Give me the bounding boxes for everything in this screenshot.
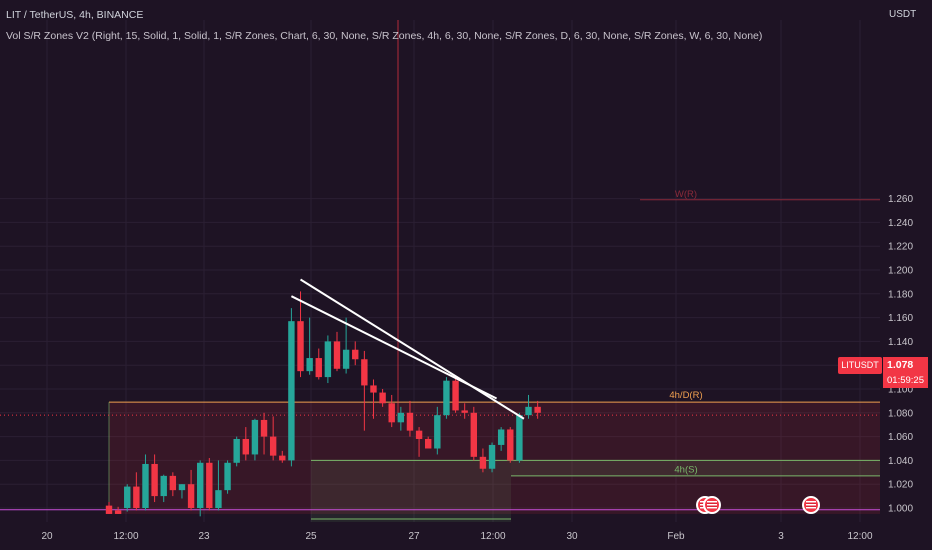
price-tick-label: 1.180 [888,289,913,300]
price-tick-label: 1.140 [888,337,913,348]
zone-label-4h-s: 4h(S) [674,465,697,476]
candle-body [288,321,295,461]
candle-body [370,385,377,393]
candle-body [534,406,541,413]
candle-body [215,490,222,508]
candle-body [160,475,167,497]
time-tick-label: 12:00 [480,531,505,542]
price-tick-label: 1.020 [888,480,913,491]
candle-body [406,412,414,431]
candle-body [306,358,313,372]
candle-body [324,341,332,378]
time-tick-label: 20 [41,531,53,542]
candle-body [388,403,395,423]
support-zone-4h [511,460,880,476]
price-tick-label: 1.000 [888,504,913,515]
time-tick-label: 30 [566,531,578,542]
price-tick-label: 1.060 [888,432,913,443]
price-tick-label: 1.260 [888,194,913,205]
candle-body [333,341,341,369]
candle-body [507,429,514,461]
candle-body [461,410,468,413]
candle-body [105,505,113,514]
price-tick-label: 1.220 [888,242,913,253]
candle-body [352,349,359,360]
price-tick-label: 1.100 [888,385,913,396]
currency-label: USDT [889,9,917,20]
candle-body [525,406,532,416]
trendlines [290,278,525,420]
candle-body [497,429,505,445]
price-tick-label: 1.160 [888,313,913,324]
time-axis: 20 12:00 23 25 27 12:00 30 Feb 3 12:00 [0,522,932,550]
price-tick-label: 1.040 [888,456,913,467]
trendline [299,278,525,420]
time-tick-label: 12:00 [113,531,138,542]
candle-body [479,456,487,469]
zone-label-w-r: W(R) [675,189,697,200]
candle-body [470,412,477,457]
last-price-tag: 1.078 [883,357,928,374]
candlestick-series [105,291,541,517]
time-tick-label: 3 [778,531,784,542]
candle-body [224,462,231,491]
candle-body [379,392,386,404]
candle-body [269,436,277,456]
time-tick-label: 12:00 [847,531,872,542]
candle-body [443,380,450,416]
candle-body [452,380,459,411]
candle-body [425,438,432,449]
zone-label-4h-d-r: 4h/D(R) [669,390,702,401]
candle-body [260,419,268,437]
candle-body [178,484,186,491]
candle-body [279,455,286,461]
candle-body [251,419,259,455]
candle-timer: 01:59:25 [883,374,928,388]
us-flag-icon[interactable] [703,496,721,514]
price-tick-label: 1.200 [888,266,913,277]
candle-body [516,415,523,461]
candle-body [434,415,441,449]
support-zone-chart [311,460,511,526]
price-axis-bg [880,0,932,550]
time-axis-bg [0,522,932,550]
price-tick-label: 1.240 [888,218,913,229]
indicator-legend[interactable]: Vol S/R Zones V2 (Right, 15, Solid, 1, S… [6,30,763,42]
candle-body [488,444,496,469]
sr-zones: 4h/D(R) 4h(S) W(R) [0,20,880,526]
candle-body [133,486,140,508]
candle-body [342,349,350,369]
us-flag-icon[interactable] [802,496,820,514]
price-tick-label: 1.080 [888,408,913,419]
candle-body [151,463,158,497]
candle-body [361,359,368,386]
candle-body [233,438,240,463]
candle-body [169,475,177,491]
pair-tag: LITUSDT [838,357,882,374]
time-tick-label: 23 [198,531,210,542]
candle-body [197,462,204,508]
chart-grid [0,20,880,522]
candle-body [397,412,405,423]
candle-body [114,510,122,514]
candle-body [297,321,304,372]
candle-body [124,486,131,508]
candle-body [315,358,322,378]
time-tick-label: 25 [305,531,317,542]
symbol-title[interactable]: LIT / TetherUS, 4h, BINANCE [6,9,144,21]
candle-body [142,463,149,508]
candle-body [187,484,195,508]
time-tick-label: 27 [408,531,420,542]
candle-body [242,438,249,455]
price-axis: 1.2601.2401.2201.2001.1801.1601.1401.120… [880,0,932,550]
candle-body [206,462,213,508]
candle-body [415,430,423,439]
time-tick-label: Feb [667,531,685,542]
